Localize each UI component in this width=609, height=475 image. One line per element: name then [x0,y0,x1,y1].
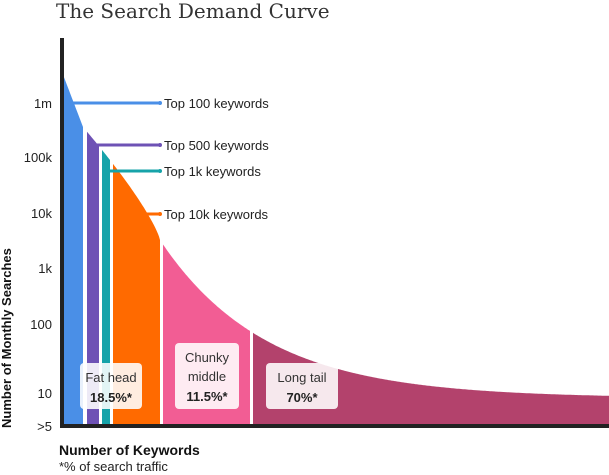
share-box-label: Chunky [185,350,230,365]
y-tick-label: 10 [38,386,52,401]
segment-divider [99,147,102,426]
share-box-chunky: Chunky middle 11.5%* [175,343,239,409]
share-box-label: middle [188,369,226,384]
area-top-100-keywords [62,72,83,426]
footnote: *% of search traffic [59,459,168,474]
share-boxes: Fat head 18.5%* Chunky middle 11.5%* Long tai… [80,343,338,409]
segment-dividers [84,129,253,427]
y-tick-label: 1k [38,261,52,276]
area-top-1k-keywords [102,149,110,426]
y-axis-label: Number of Monthly Searches [0,248,14,428]
share-box-label: Long tail [277,370,326,385]
share-box-fat-head: Fat head 18.5%* [80,363,142,409]
y-tick-label: 100 [30,317,52,332]
share-box-value: 18.5%* [90,390,133,405]
callout-dot [158,212,162,216]
segment-divider [84,129,87,427]
share-box-value: 70%* [286,390,318,405]
y-tick-label: 10k [31,206,52,221]
callout-dot [158,169,162,173]
share-box-label: Fat head [85,370,136,385]
segment-divider [110,161,113,427]
area-top-10k-keywords [113,163,160,426]
segment-divider [160,242,163,426]
chart-title: The Search Demand Curve [56,0,330,23]
x-axis-label: Number of Keywords [59,442,200,458]
share-box-long-tail: Long tail 70%* [266,363,338,409]
share-box-bg [80,363,142,409]
callout-label-top-500-keywords: Top 500 keywords [164,138,269,153]
y-tick-label: >5 [37,419,52,434]
share-box-value: 11.5%* [186,389,228,404]
y-tick-label: 100k [24,150,53,165]
callout-label-top-10k-keywords: Top 10k keywords [164,207,269,222]
area-top-500-keywords [86,130,99,426]
callout-label-top-100-keywords: Top 100 keywords [164,96,269,111]
callout-label-top-1k-keywords: Top 1k keywords [164,164,261,179]
share-box-bg [266,363,338,409]
callout-dot [158,101,162,105]
share-box-bg [175,343,239,409]
area-long-tail [253,332,609,426]
callout-dot [158,143,162,147]
segment-divider [250,330,253,426]
y-tick-label: 1m [34,96,52,111]
callouts: Top 100 keywords Top 500 keywords Top 1k k… [70,96,269,222]
y-tick-labels: 1m 100k 10k 1k 100 10 >5 [24,96,53,434]
